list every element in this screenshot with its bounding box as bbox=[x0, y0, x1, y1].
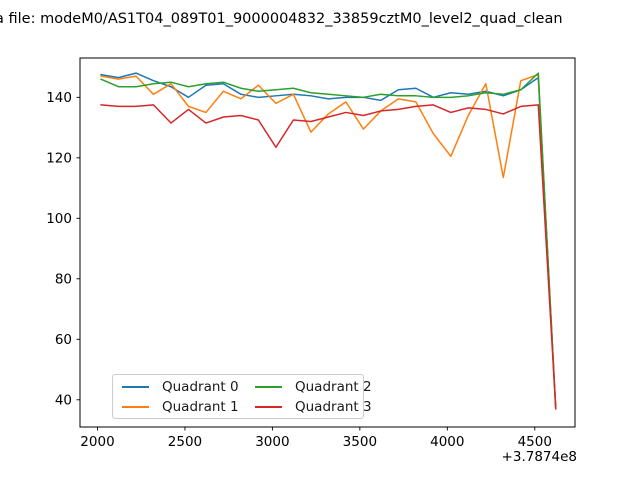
x-tick-label: 4500 bbox=[518, 434, 552, 450]
x-tick-label: 4000 bbox=[430, 434, 464, 450]
series-line-quadrant-1 bbox=[100, 73, 557, 410]
legend-line-swatch-quadrant-1 bbox=[122, 405, 149, 408]
y-tick-label: 100 bbox=[46, 211, 72, 227]
legend-line-swatch-quadrant-2 bbox=[255, 385, 282, 388]
chart-title: a file: modeM0/AS1T04_089T01_9000004832_… bbox=[0, 11, 563, 27]
legend-line-swatch-quadrant-0 bbox=[122, 385, 149, 388]
chart-title-clip: a file: modeM0/AS1T04_089T01_9000004832_… bbox=[0, 8, 640, 30]
x-axis-offset-label: +3.7874e8 bbox=[502, 449, 577, 465]
legend-label-quadrant-2: Quadrant 2 bbox=[295, 378, 372, 395]
legend-label-quadrant-0: Quadrant 0 bbox=[162, 378, 239, 395]
x-tick-label: 2000 bbox=[80, 434, 114, 450]
y-tick-label: 40 bbox=[55, 392, 72, 408]
legend-line-swatch-quadrant-3 bbox=[255, 405, 282, 408]
y-tick-label: 120 bbox=[46, 150, 72, 166]
y-tick-label: 60 bbox=[55, 332, 72, 348]
y-tick-label: 80 bbox=[55, 271, 72, 287]
axes-frame bbox=[79, 57, 576, 428]
x-tick-label: 3500 bbox=[343, 434, 377, 450]
legend-label-quadrant-1: Quadrant 1 bbox=[162, 398, 239, 415]
series-line-quadrant-0 bbox=[100, 72, 557, 410]
x-tick-label: 2500 bbox=[168, 434, 202, 450]
legend-item-quadrant-1: Quadrant 1 bbox=[122, 397, 255, 417]
legend-box: Quadrant 0 Quadrant 1 Quadrant 2 Quadran… bbox=[112, 374, 372, 419]
legend-item-quadrant-2: Quadrant 2 bbox=[255, 377, 372, 397]
legend-label-quadrant-3: Quadrant 3 bbox=[295, 398, 372, 415]
x-tick-label: 3000 bbox=[255, 434, 289, 450]
legend-item-quadrant-3: Quadrant 3 bbox=[255, 397, 372, 417]
y-tick-label: 140 bbox=[46, 90, 72, 106]
series-line-quadrant-3 bbox=[100, 104, 557, 410]
legend-item-quadrant-0: Quadrant 0 bbox=[122, 377, 255, 397]
series-line-quadrant-2 bbox=[100, 72, 557, 410]
